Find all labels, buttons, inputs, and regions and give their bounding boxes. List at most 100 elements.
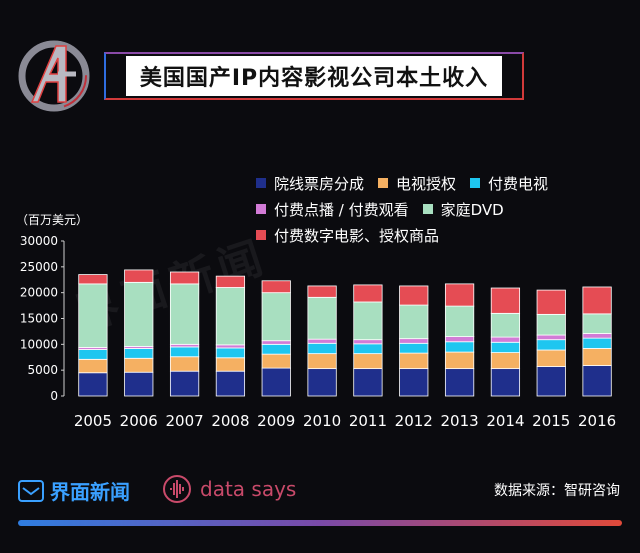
avengers-logo-icon (18, 40, 90, 112)
bar-segment (444, 336, 475, 343)
bar-segment (582, 337, 612, 349)
y-tick-label: 15000 (20, 312, 58, 326)
bar-segment (124, 269, 154, 283)
legend-item: 付费电视 (470, 173, 548, 194)
legend-swatch (422, 204, 433, 214)
x-tick-label: 2009 (257, 412, 295, 430)
legend-row: 付费数字电影、授权商品 (256, 222, 636, 248)
footer-brand: 界面新闻 (18, 476, 130, 505)
bar-segment (536, 339, 566, 351)
bar-segment (399, 304, 429, 340)
legend-row: 付费点播 / 付费观看 家庭DVD (256, 196, 636, 222)
legend-item: 家庭DVD (422, 199, 504, 220)
bar-segment (78, 372, 108, 397)
bar-segment (261, 292, 291, 342)
bottom-gradient-bar (18, 520, 622, 526)
bar-segment (399, 285, 429, 306)
bar-segment (444, 283, 475, 307)
bar-segment (399, 338, 429, 344)
bar-segment (353, 353, 383, 370)
bar-segment (78, 283, 108, 348)
bar-segment (261, 353, 291, 369)
bar-chart: 0 5000 10000 15000 20000 25000 30000 2005 2006 20… (20, 234, 616, 430)
x-tick-label: 2016 (578, 412, 616, 430)
bar-segment (307, 338, 337, 344)
bar-segment (490, 287, 521, 314)
bar-segment (582, 286, 612, 315)
bar-segment (536, 313, 566, 336)
bar-segment (307, 296, 337, 340)
bar-segment (78, 349, 108, 360)
bar-segment (124, 281, 154, 347)
bar-segment (261, 280, 291, 294)
bar-segment (444, 368, 475, 397)
bar-segment (353, 343, 383, 355)
bar-segment (490, 336, 521, 343)
bar-segment (124, 348, 154, 359)
legend-swatch (256, 230, 266, 240)
bar-segment (78, 358, 108, 374)
bar-segment (261, 343, 291, 355)
legend-item: 电视授权 (378, 173, 456, 194)
y-tick-label: 10000 (20, 337, 58, 351)
bar-segment (399, 352, 429, 370)
title-frame: 美国国产IP内容影视公司本土收入 (104, 52, 524, 100)
x-tick-label: 2005 (74, 412, 112, 430)
bar-segment (169, 346, 200, 358)
legend-label: 电视授权 (396, 174, 457, 193)
x-tick-label: 2006 (120, 412, 158, 430)
legend-item: 付费数字电影、授权商品 (256, 225, 439, 246)
bar-segment (169, 283, 200, 345)
bar-segment (536, 366, 566, 397)
bar-segment (215, 347, 246, 359)
legend-label: 付费点播 / 付费观看 (274, 200, 409, 219)
bar-segment (490, 368, 521, 397)
bar-segment (444, 341, 475, 353)
bar-segment (353, 339, 383, 345)
bar-segment (353, 301, 383, 341)
bar-segment (169, 356, 200, 372)
legend-item: 院线票房分成 (256, 173, 364, 194)
legend-swatch (470, 178, 481, 188)
bar-segment (399, 342, 429, 354)
bar-segment (215, 357, 246, 372)
bar-segment (307, 368, 337, 397)
bar-segment (582, 333, 612, 339)
bar-segment (399, 368, 429, 397)
bar-segment (124, 371, 154, 397)
bar-segment (215, 344, 246, 349)
bar-segment (353, 284, 383, 303)
x-tick-label: 2013 (440, 412, 478, 430)
x-tick-label: 2014 (486, 412, 524, 430)
bar-segment (169, 370, 200, 397)
bar-segment (215, 275, 246, 288)
x-tick-label: 2007 (165, 412, 203, 430)
bar-segment (582, 365, 612, 397)
y-tick-label: 5000 (27, 363, 58, 377)
bar-segment (490, 312, 521, 338)
bar-segment (353, 368, 383, 397)
bar-segment (261, 340, 291, 345)
bar-segment (536, 349, 566, 367)
bar-segment (582, 313, 612, 334)
bar-segment (124, 357, 154, 373)
x-tick-label: 2015 (532, 412, 570, 430)
bar-segment (169, 271, 200, 285)
x-tick-label: 2011 (349, 412, 387, 430)
bar-segment (215, 287, 246, 346)
data-source: 数据来源：智研咨询 (494, 483, 620, 499)
bar-segment (536, 334, 566, 341)
legend-row: 院线票房分成 电视授权 付费电视 (256, 170, 636, 196)
bar-segment (536, 289, 566, 315)
legend: 院线票房分成 电视授权 付费电视 付费点播 / 付费观看 家庭DVD (256, 170, 636, 248)
legend-label: 家庭DVD (440, 200, 504, 219)
bar-segment (444, 305, 475, 337)
bar-segment (490, 341, 521, 353)
jiemian-logo-icon (18, 479, 44, 502)
legend-item: 付费点播 / 付费观看 (256, 199, 409, 220)
y-tick-label: 30000 (20, 234, 58, 248)
y-tick-label: 0 (50, 389, 58, 403)
x-tick-label: 2012 (395, 412, 433, 430)
bar-segment (490, 352, 521, 370)
legend-swatch (256, 178, 266, 188)
